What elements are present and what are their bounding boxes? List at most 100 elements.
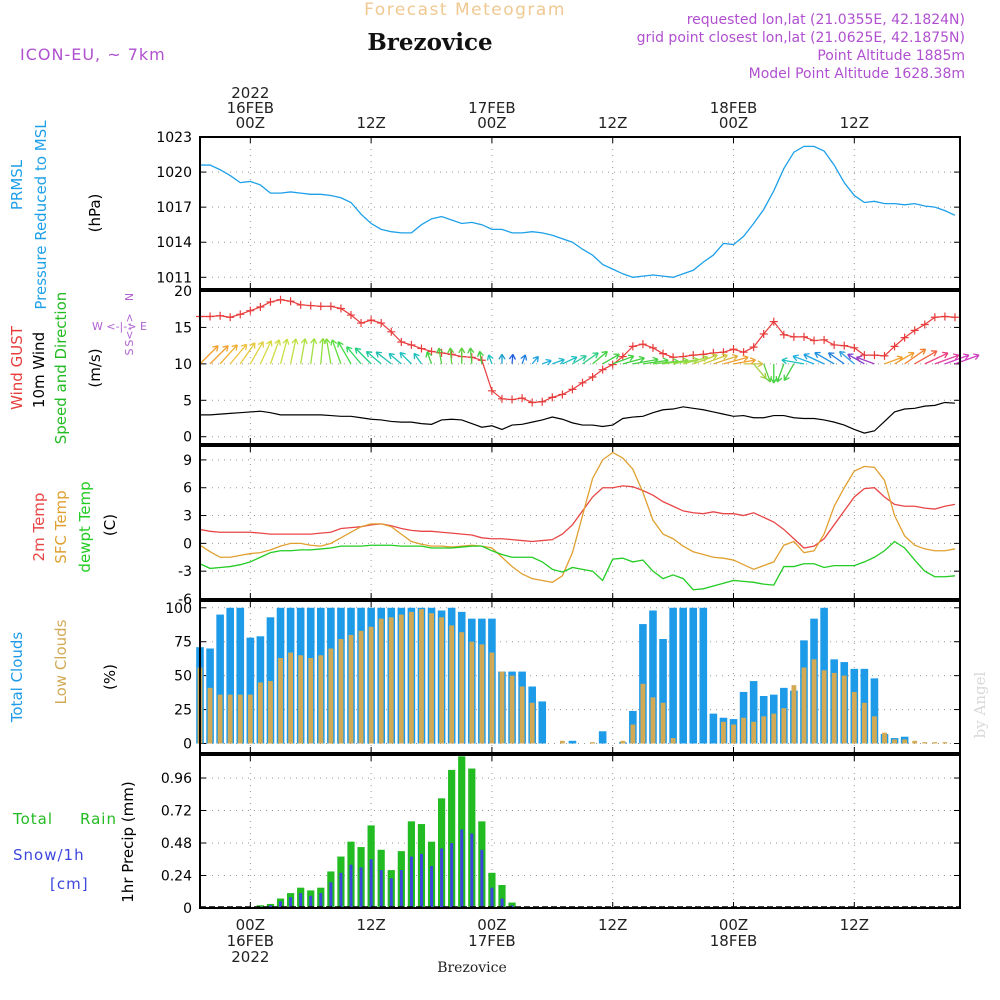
wind-direction-arrow bbox=[436, 347, 444, 364]
wind-direction-arrow bbox=[914, 350, 938, 365]
wind-direction-arrow bbox=[827, 352, 845, 365]
wind-direction-arrow bbox=[743, 360, 764, 368]
wind-direction-arrow bbox=[884, 355, 904, 365]
wind-direction-arrow bbox=[934, 353, 960, 365]
wind-direction-arrow bbox=[542, 358, 552, 366]
bottom-time-label: 12Z bbox=[598, 916, 627, 934]
total-cloud-bar bbox=[216, 614, 224, 744]
low-cloud-bar bbox=[398, 614, 404, 744]
low-cloud-bar bbox=[207, 687, 213, 744]
wind-direction-arrow bbox=[552, 357, 565, 365]
wind-direction-arrow bbox=[693, 353, 718, 365]
gust-marker bbox=[789, 332, 798, 341]
snow-bar bbox=[430, 866, 434, 908]
total-cloud-bar bbox=[226, 607, 234, 744]
gust-marker bbox=[679, 352, 688, 361]
model-label: ICON-EU, ~ 7km bbox=[20, 45, 166, 64]
snow-bar bbox=[480, 849, 484, 908]
y-tick-label: 0 bbox=[183, 430, 192, 446]
gust-marker bbox=[769, 317, 778, 326]
wind-direction-arrow bbox=[346, 346, 362, 365]
y-tick-label: 0 bbox=[183, 901, 192, 917]
ylabel-gust: Wind GUST bbox=[8, 325, 26, 410]
low-cloud-bar bbox=[851, 691, 857, 744]
gust-marker bbox=[840, 341, 849, 350]
low-cloud-bar bbox=[841, 675, 847, 744]
ylabel-sfc-temp: SFC Temp bbox=[52, 490, 70, 563]
compass-n: N bbox=[123, 293, 136, 301]
bottom-time-label: 17FEB bbox=[468, 932, 515, 950]
bottom-time-label: 16FEB bbox=[227, 932, 274, 950]
bottom-time-label: 2022 bbox=[231, 948, 269, 966]
total-cloud-bar bbox=[659, 639, 667, 744]
total-cloud-bar bbox=[749, 681, 758, 744]
wind-direction-arrow bbox=[792, 354, 815, 365]
gust-marker bbox=[759, 329, 768, 338]
y-tick-label: 0.96 bbox=[161, 771, 192, 787]
snow-bar bbox=[369, 859, 373, 908]
wind-direction-arrow bbox=[498, 353, 506, 364]
low-cloud-bar bbox=[902, 739, 908, 744]
compass-s: S bbox=[123, 348, 136, 355]
gust-marker bbox=[920, 320, 929, 329]
gust-marker bbox=[699, 350, 708, 359]
snow-bar bbox=[339, 872, 343, 908]
low-cloud-bar bbox=[449, 625, 455, 744]
gust-marker bbox=[578, 378, 587, 387]
gust-marker bbox=[618, 352, 627, 361]
low-cloud-bar bbox=[831, 672, 837, 744]
snow-bar bbox=[309, 895, 313, 908]
snow-bar bbox=[409, 856, 413, 908]
info-line-1: requested lon,lat (21.0355E, 42.1824N) bbox=[687, 12, 965, 28]
low-cloud-bar bbox=[721, 721, 726, 744]
low-cloud-bar bbox=[519, 686, 525, 744]
ylabel-low-clouds: Low Clouds bbox=[52, 619, 70, 704]
gust-marker bbox=[316, 302, 325, 311]
y-tick-label: -6 bbox=[178, 592, 192, 608]
wind-direction-arrow bbox=[310, 338, 318, 364]
ylabel-wind: 10m Wind bbox=[30, 332, 48, 408]
y-tick-label: 0 bbox=[183, 536, 192, 552]
bottom-time-label: 12Z bbox=[356, 916, 385, 934]
wind-direction-arrow bbox=[365, 350, 382, 365]
wind-direction-arrow bbox=[413, 352, 422, 365]
low-cloud-bar bbox=[791, 685, 797, 744]
bottom-time-label: 00Z bbox=[719, 916, 748, 934]
y-tick-label: 1014 bbox=[156, 235, 192, 251]
wind-direction-arrow bbox=[562, 355, 578, 365]
gust-marker bbox=[206, 312, 215, 321]
total-cloud-bar bbox=[679, 607, 687, 744]
wind-direction-arrow bbox=[622, 355, 645, 365]
total-cloud-bar bbox=[709, 713, 718, 744]
low-cloud-bar bbox=[489, 652, 495, 744]
low-cloud-bar bbox=[237, 694, 243, 744]
low-cloud-bar bbox=[459, 632, 465, 744]
ylabel-dewpt: dewpt Temp bbox=[76, 481, 94, 572]
gust-marker bbox=[638, 340, 647, 349]
snow-bar bbox=[450, 843, 454, 908]
wind-direction-arrow bbox=[269, 339, 281, 365]
y-tick-label: 1011 bbox=[156, 270, 192, 286]
total-cloud-bar bbox=[669, 607, 677, 744]
wind-direction-arrow bbox=[855, 355, 875, 365]
low-cloud-bar bbox=[801, 667, 807, 744]
total-cloud-bar bbox=[538, 701, 547, 744]
bottom-time-label: 12Z bbox=[840, 916, 869, 934]
snow-bar bbox=[289, 897, 293, 908]
gust-marker bbox=[397, 338, 406, 346]
wind-direction-arrow bbox=[612, 354, 635, 365]
snow-bar bbox=[500, 898, 504, 908]
ylabel-total-clouds: Total Clouds bbox=[8, 632, 26, 724]
gust-marker bbox=[417, 344, 426, 353]
wind-direction-arrow bbox=[300, 338, 308, 364]
low-cloud-bar bbox=[509, 675, 515, 744]
top-time-label: 12Z bbox=[598, 114, 627, 132]
gust-marker bbox=[246, 306, 255, 315]
wind-direction-arrow bbox=[239, 342, 256, 365]
gust-marker bbox=[850, 343, 859, 352]
top-time-label: 00Z bbox=[719, 114, 748, 132]
gust-marker bbox=[538, 397, 547, 406]
low-cloud-bar bbox=[469, 641, 475, 744]
gust-marker bbox=[930, 313, 939, 322]
wind-direction-arrow bbox=[486, 354, 494, 365]
